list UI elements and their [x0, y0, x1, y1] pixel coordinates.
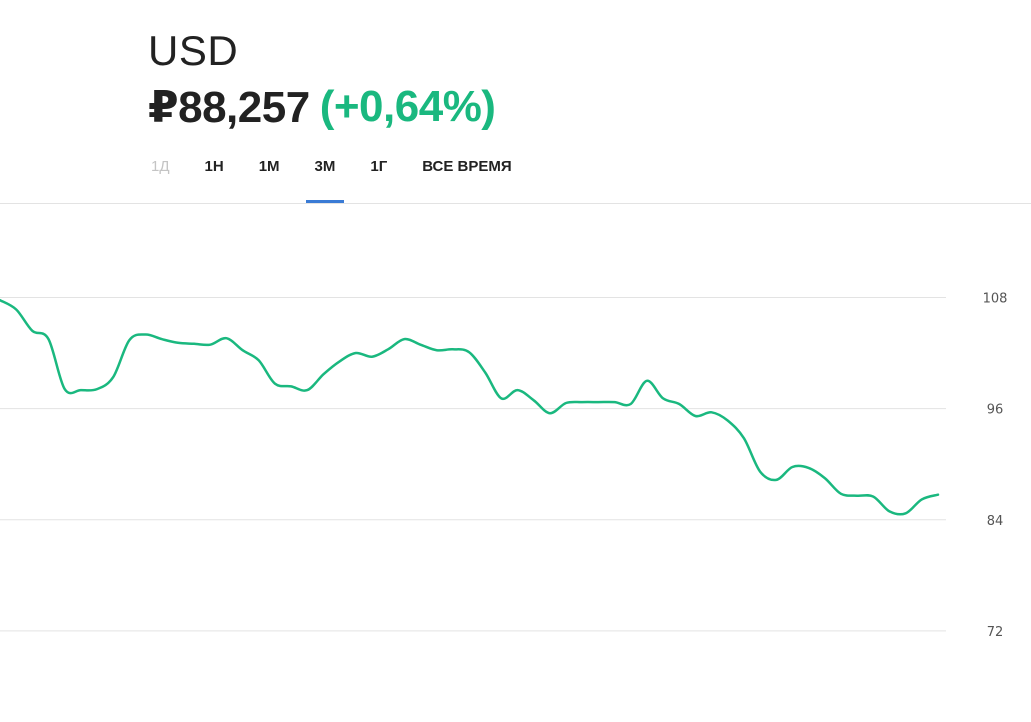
usd-rate-line — [0, 298, 940, 516]
currency-title: USD — [148, 27, 239, 74]
tab-all-time[interactable]: ВСЕ ВРЕМЯ — [413, 147, 520, 203]
y-tick-label: 108 — [983, 291, 1008, 306]
tab-1m[interactable]: 1М — [250, 147, 289, 203]
tab-1w[interactable]: 1Н — [196, 147, 233, 203]
price-change: (+0,64%) — [319, 82, 496, 131]
tab-1y[interactable]: 1Г — [361, 147, 396, 203]
tab-label: 1Г — [370, 158, 388, 175]
tab-label: 1Д — [151, 158, 170, 175]
tab-label: 1М — [258, 158, 280, 175]
tab-label: 3М — [314, 158, 336, 175]
tab-label: 1Н — [204, 158, 224, 175]
current-price: ₽88,257 — [148, 82, 310, 132]
y-tick-label: 84 — [987, 514, 1004, 529]
quote-row: ₽88,257 (+0,64%) — [148, 80, 496, 134]
tab-1d[interactable]: 1Д — [142, 147, 179, 203]
header-divider — [0, 203, 1031, 204]
price-chart: 108 96 84 72 — [0, 291, 1008, 640]
period-tabs: 1Д 1Н 1М 3М 1Г ВСЕ ВРЕМЯ — [142, 147, 521, 204]
tab-label: ВСЕ ВРЕМЯ — [422, 158, 512, 175]
y-tick-label: 72 — [987, 625, 1004, 640]
tab-3m[interactable]: 3М — [305, 147, 345, 203]
y-tick-label: 96 — [987, 403, 1004, 418]
